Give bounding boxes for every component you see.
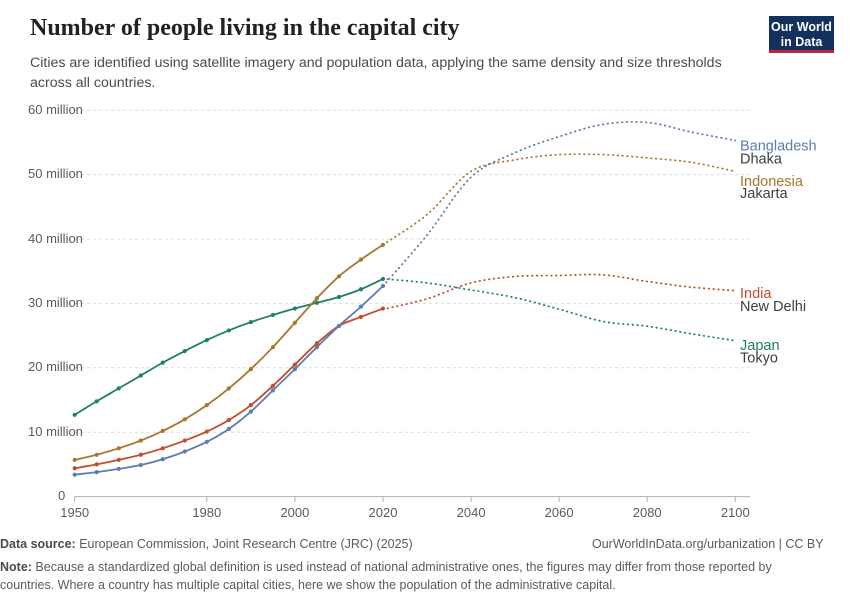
svg-text:30 million: 30 million [28,295,83,310]
svg-text:2040: 2040 [457,505,486,520]
svg-text:Jakarta: Jakarta [740,186,788,202]
svg-text:50 million: 50 million [28,166,83,181]
svg-text:60 million: 60 million [28,102,83,117]
svg-text:40 million: 40 million [28,231,83,246]
svg-text:1950: 1950 [60,505,89,520]
svg-text:10 million: 10 million [28,424,83,439]
svg-text:Tokyo: Tokyo [740,351,778,367]
svg-text:2020: 2020 [369,505,398,520]
svg-text:Dhaka: Dhaka [740,151,783,167]
svg-text:2060: 2060 [545,505,574,520]
svg-text:20 million: 20 million [28,359,83,374]
svg-text:2000: 2000 [280,505,309,520]
svg-text:1980: 1980 [192,505,221,520]
svg-text:New Delhi: New Delhi [740,299,806,315]
svg-text:0: 0 [58,488,65,503]
svg-text:2080: 2080 [633,505,662,520]
svg-text:2100: 2100 [721,505,750,520]
